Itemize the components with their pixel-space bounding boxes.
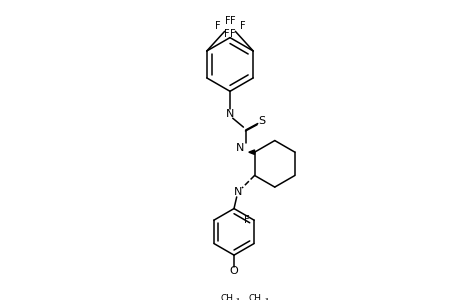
- Text: ₃: ₃: [235, 296, 239, 300]
- Text: N: N: [225, 109, 234, 119]
- Text: S: S: [258, 116, 265, 126]
- Text: N: N: [235, 143, 244, 153]
- Text: CH: CH: [248, 294, 262, 300]
- Text: F: F: [214, 21, 220, 31]
- Text: ₃: ₃: [264, 296, 268, 300]
- Text: F: F: [224, 16, 230, 26]
- Text: O: O: [229, 266, 238, 276]
- Text: F: F: [224, 29, 230, 39]
- Text: CH: CH: [220, 294, 233, 300]
- Text: N: N: [234, 187, 242, 196]
- Text: F: F: [230, 29, 235, 39]
- Polygon shape: [248, 150, 254, 154]
- Text: F: F: [239, 21, 245, 31]
- Text: F: F: [230, 16, 235, 26]
- Text: F: F: [244, 215, 249, 225]
